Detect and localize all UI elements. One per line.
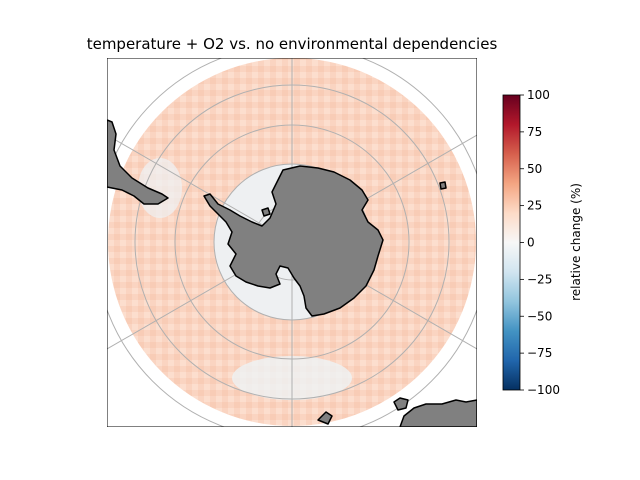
colorbar: 100 75 50 25 0 −25 −50 −75 −100 relative change … bbox=[502, 88, 583, 397]
colorbar-tick-label: 75 bbox=[527, 125, 542, 139]
map-axes bbox=[107, 58, 477, 427]
colorbar-tick-label: −50 bbox=[527, 309, 552, 323]
colorbar-tick-label: 25 bbox=[527, 199, 542, 213]
colorbar-tick-label: −75 bbox=[527, 346, 552, 360]
colorbar-tick-label: 50 bbox=[527, 162, 542, 176]
small-island-1 bbox=[393, 397, 409, 411]
map-title: temperature + O2 vs. no environmental de… bbox=[87, 35, 498, 53]
southern-landmass-edge bbox=[399, 399, 477, 427]
colorbar-tick-label: −100 bbox=[527, 383, 560, 397]
colorbar-gradient bbox=[502, 94, 521, 391]
colorbar-label: relative change (%) bbox=[569, 183, 583, 301]
south-america-landmass bbox=[107, 119, 169, 205]
antarctica-landmass bbox=[203, 165, 384, 317]
colorbar-tick-label: 100 bbox=[527, 88, 550, 102]
land bbox=[107, 119, 477, 427]
colorbar-tick-label: −25 bbox=[527, 272, 552, 286]
colorbar-ticks: 100 75 50 25 0 −25 −50 −75 −100 bbox=[520, 88, 560, 397]
small-island-2 bbox=[317, 411, 333, 425]
colorbar-tick-label: 0 bbox=[527, 236, 535, 250]
small-island-4 bbox=[261, 207, 271, 217]
small-island-3 bbox=[439, 181, 447, 190]
